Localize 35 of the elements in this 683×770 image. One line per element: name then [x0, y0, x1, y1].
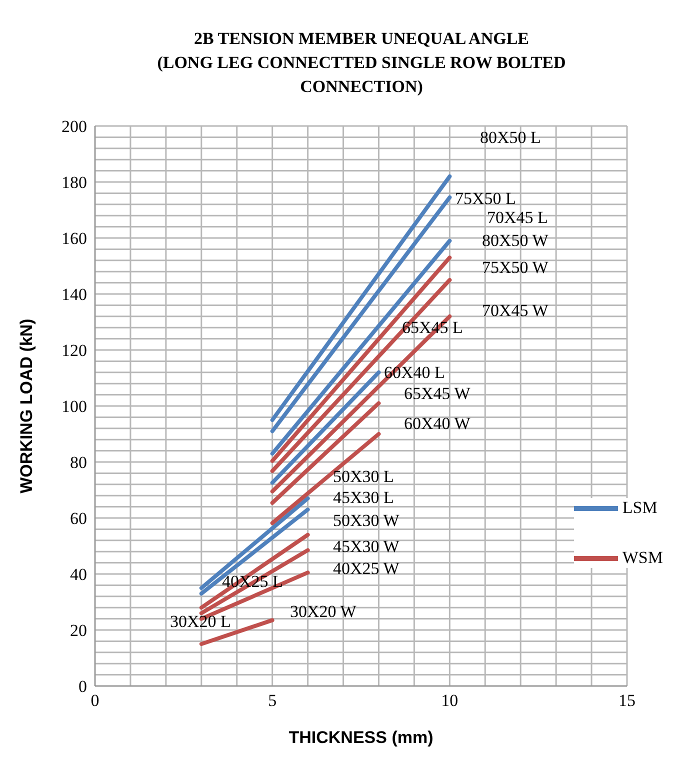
annotation: 75X50 L [455, 189, 516, 208]
x-tick-label: 0 [90, 691, 100, 710]
annotation: 45X30 W [333, 537, 400, 556]
x-axis-title: THICKNESS (mm) [288, 728, 434, 747]
annotation: 50X30 W [333, 511, 400, 530]
y-tick-label: 60 [70, 509, 87, 528]
legend-label: LSM [622, 498, 658, 518]
y-tick-label: 120 [62, 341, 87, 360]
annotation: 65X45 W [404, 384, 470, 403]
annotation: 75X50 W [482, 258, 548, 277]
annotation: 80X50 W [482, 231, 548, 250]
annotation: 70X45 L [487, 208, 548, 227]
annotation: 80X50 L [480, 128, 541, 147]
y-tick-label: 200 [62, 117, 87, 136]
legend-label: WSM [622, 548, 663, 568]
y-tick-label: 100 [62, 397, 87, 416]
annotation: 60X40 W [404, 414, 470, 433]
y-tick-label: 0 [78, 677, 87, 696]
annotation: 40X25 W [333, 559, 400, 578]
y-tick-label: 140 [62, 285, 87, 304]
y-tick-label: 160 [62, 229, 87, 248]
y-tick-label: 20 [70, 621, 87, 640]
chart-title: 2B TENSION MEMBER UNEQUAL ANGLE (LONG LEG CONNECTTED SINGLE ROW BOLTED CONNECTION) [157, 28, 566, 98]
y-tick-label: 40 [70, 565, 87, 584]
x-tick-label: 5 [268, 691, 277, 710]
y-tick-label: 80 [70, 453, 87, 472]
annotation: 50X30 L [333, 467, 394, 486]
annotation: 30X20 W [290, 602, 356, 621]
x-tick-label: 15 [618, 691, 636, 710]
y-tick-label: 180 [62, 173, 87, 192]
x-tick-label: 10 [441, 691, 458, 710]
annotation: 70X45 W [482, 301, 548, 320]
annotation: 45X30 L [333, 488, 394, 507]
y-axis-title: WORKING LOAD (kN) [17, 318, 36, 494]
annotation: 30X20 L [170, 612, 231, 631]
